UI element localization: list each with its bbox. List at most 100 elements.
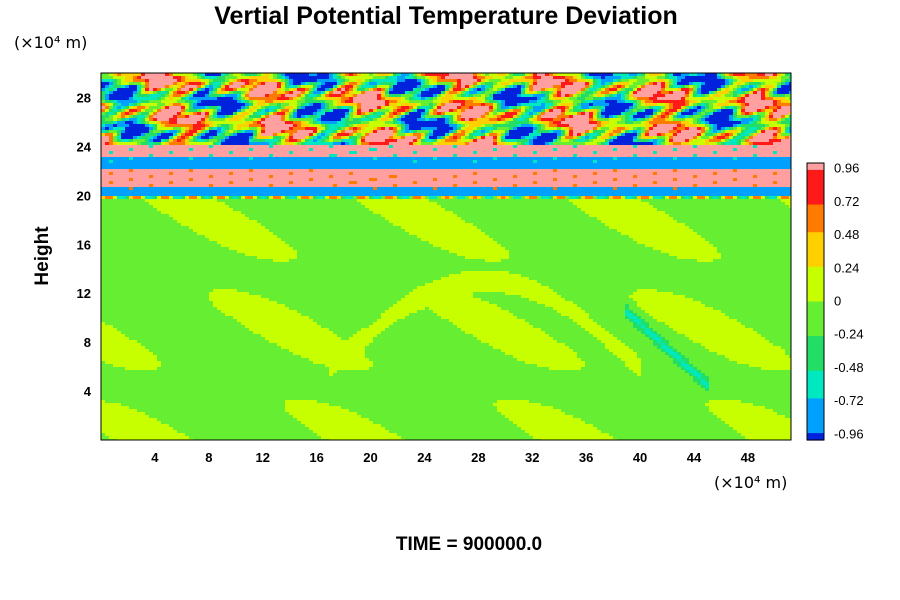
heatmap-cell bbox=[773, 133, 778, 137]
heatmap-cell bbox=[425, 88, 430, 92]
heatmap-cell bbox=[721, 139, 726, 143]
heatmap-cell bbox=[249, 94, 254, 98]
heatmap-cell bbox=[305, 127, 310, 131]
heatmap-cell bbox=[665, 118, 670, 122]
heatmap-cell bbox=[133, 124, 138, 128]
heatmap-cell bbox=[561, 91, 566, 95]
heatmap-cell bbox=[461, 151, 466, 155]
heatmap-cell bbox=[761, 133, 766, 137]
heatmap-cell bbox=[341, 145, 346, 149]
heatmap-cell bbox=[749, 88, 754, 92]
heatmap-cell bbox=[253, 103, 258, 107]
heatmap-cell bbox=[297, 73, 302, 77]
heatmap-cell bbox=[113, 139, 118, 143]
heatmap-cell bbox=[609, 127, 614, 131]
heatmap-cell bbox=[245, 139, 250, 143]
heatmap-cell bbox=[225, 115, 230, 119]
heatmap-cell bbox=[305, 106, 310, 110]
heatmap-cell bbox=[361, 133, 366, 137]
heatmap-cell bbox=[425, 91, 430, 95]
heatmap-cell bbox=[413, 109, 418, 113]
heatmap-cell bbox=[709, 139, 714, 143]
heatmap-cell bbox=[457, 121, 462, 125]
heatmap-cell bbox=[349, 115, 354, 119]
heatmap-cell bbox=[177, 100, 182, 104]
heatmap-cell bbox=[525, 85, 530, 89]
heatmap-cell bbox=[173, 115, 178, 119]
heatmap-cell bbox=[789, 139, 791, 143]
heatmap-cell bbox=[253, 148, 258, 152]
heatmap-cell bbox=[369, 100, 374, 104]
heatmap-cell bbox=[297, 76, 302, 80]
heatmap-cell bbox=[293, 82, 298, 86]
heatmap-cell bbox=[657, 76, 662, 80]
heatmap-cell bbox=[577, 133, 582, 137]
heatmap-cell bbox=[553, 157, 558, 161]
heatmap-cell bbox=[493, 142, 498, 146]
heatmap-cell bbox=[729, 121, 734, 125]
heatmap-cell bbox=[501, 106, 506, 110]
heatmap-cell bbox=[501, 124, 506, 128]
heatmap-cell bbox=[621, 133, 626, 137]
heatmap-cell bbox=[409, 112, 414, 116]
heatmap-cell bbox=[197, 124, 202, 128]
y-axis-label: Height bbox=[32, 226, 53, 286]
heatmap-cell bbox=[693, 145, 698, 149]
heatmap-cell bbox=[681, 112, 686, 116]
heatmap-cell bbox=[481, 73, 486, 77]
heatmap-cell bbox=[133, 97, 138, 101]
heatmap-cell bbox=[437, 115, 442, 119]
heatmap-cell bbox=[185, 145, 190, 149]
heatmap-cell bbox=[477, 124, 482, 128]
heatmap-cell bbox=[689, 79, 694, 83]
heatmap-cell bbox=[189, 115, 194, 119]
heatmap-cell bbox=[333, 121, 338, 125]
heatmap-cell bbox=[685, 136, 690, 140]
heatmap-cell bbox=[553, 106, 558, 110]
heatmap-cell bbox=[349, 82, 354, 86]
heatmap-cell bbox=[489, 139, 494, 143]
heatmap-cell bbox=[661, 79, 666, 83]
heatmap-cell bbox=[773, 97, 778, 101]
heatmap-cell bbox=[509, 157, 514, 161]
heatmap-cell bbox=[545, 109, 550, 113]
heatmap-cell bbox=[129, 136, 134, 140]
heatmap-cell bbox=[165, 106, 170, 110]
heatmap-cell bbox=[101, 148, 106, 152]
heatmap-cell bbox=[501, 76, 506, 80]
heatmap-cell bbox=[329, 145, 334, 149]
heatmap-cell bbox=[673, 136, 678, 140]
heatmap-cell bbox=[585, 88, 590, 92]
heatmap-cell bbox=[185, 85, 190, 89]
heatmap-cell bbox=[349, 136, 354, 140]
heatmap-cell bbox=[285, 97, 290, 101]
heatmap-cell bbox=[229, 121, 234, 125]
heatmap-cell bbox=[537, 142, 542, 146]
heatmap-cell bbox=[565, 100, 570, 104]
heatmap-cell bbox=[713, 145, 718, 149]
heatmap-cell bbox=[273, 124, 278, 128]
heatmap-cell bbox=[457, 151, 462, 155]
heatmap-cell bbox=[789, 82, 791, 86]
heatmap-cell bbox=[157, 118, 162, 122]
heatmap-cell bbox=[449, 79, 454, 83]
heatmap-cell bbox=[729, 133, 734, 137]
heatmap-cell bbox=[605, 118, 610, 122]
heatmap-cell bbox=[457, 133, 462, 137]
heatmap-cell bbox=[505, 91, 510, 95]
heatmap-cell bbox=[113, 82, 118, 86]
heatmap-cell bbox=[713, 124, 718, 128]
heatmap-cell bbox=[713, 82, 718, 86]
heatmap-cell bbox=[653, 154, 658, 158]
heatmap-cell bbox=[477, 157, 482, 161]
heatmap-cell bbox=[169, 94, 174, 98]
heatmap-cell bbox=[137, 145, 142, 149]
heatmap-cell bbox=[321, 127, 326, 131]
heatmap-cell bbox=[137, 148, 142, 152]
heatmap-cell bbox=[693, 130, 698, 134]
heatmap-cell bbox=[261, 79, 266, 83]
heatmap-cell bbox=[349, 91, 354, 95]
heatmap-cell bbox=[477, 79, 482, 83]
heatmap-cell bbox=[373, 109, 378, 113]
heatmap-cell bbox=[409, 100, 414, 104]
